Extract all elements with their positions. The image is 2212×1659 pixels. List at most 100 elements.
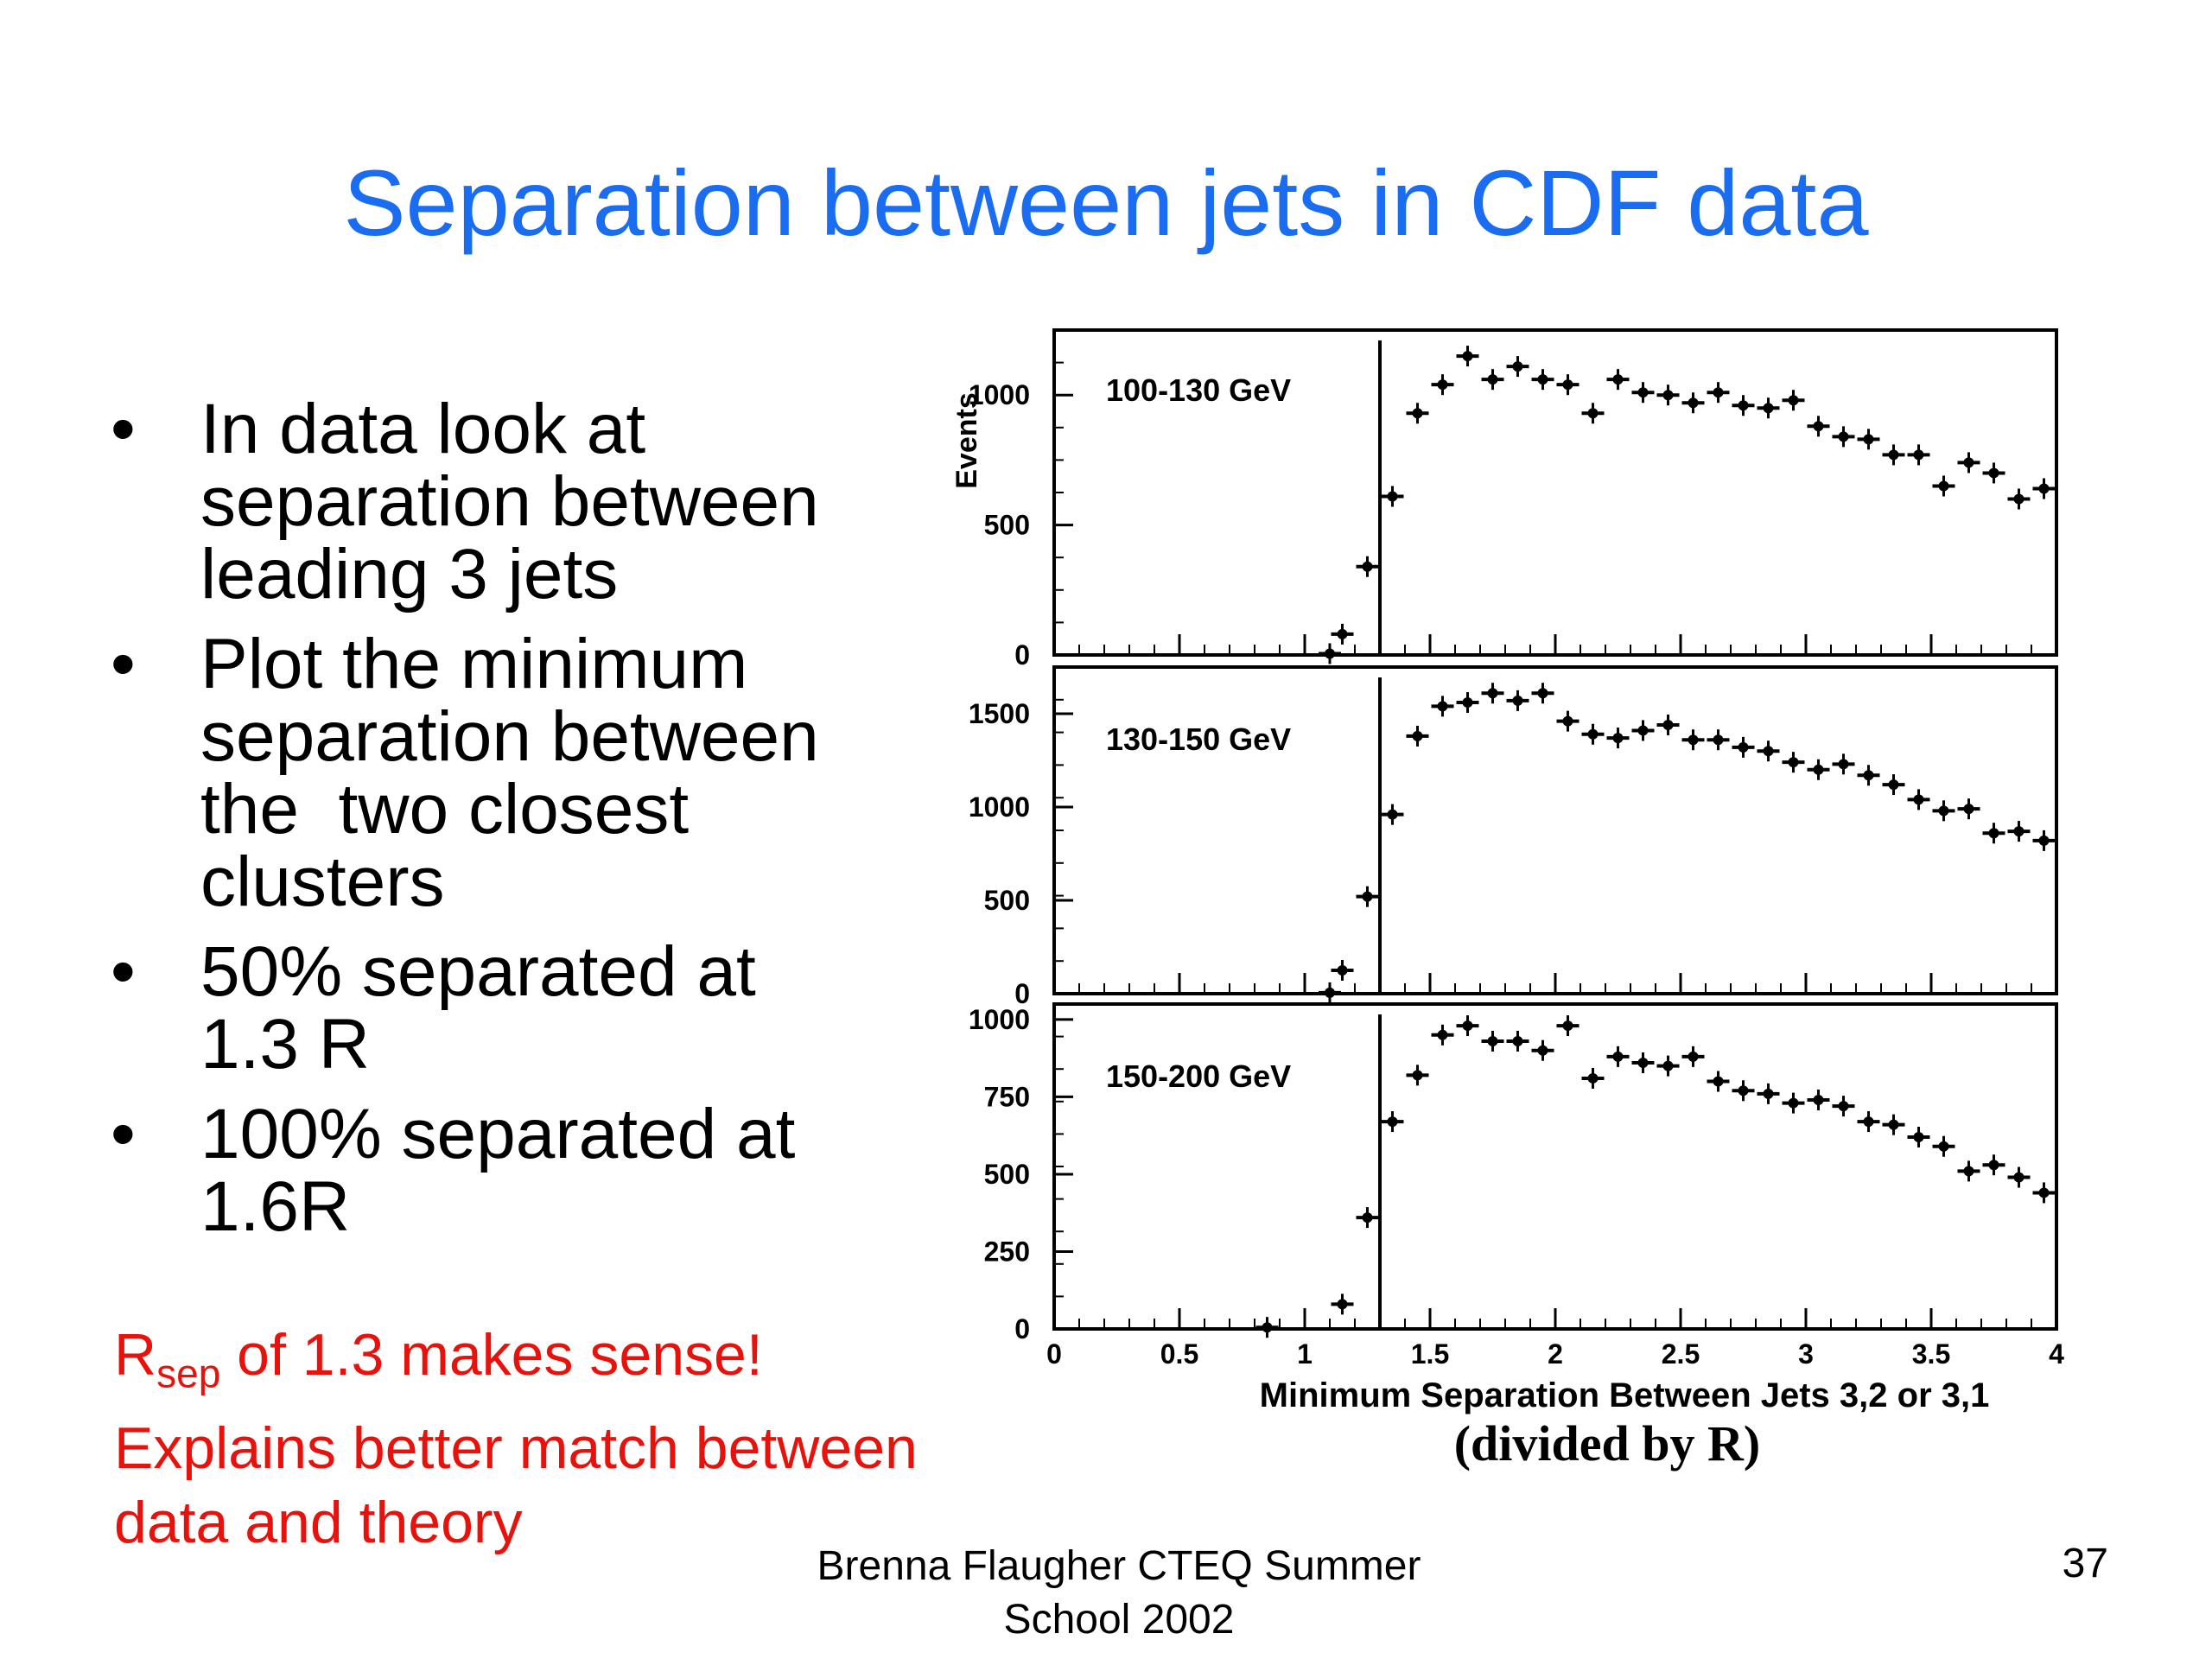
y-tick-label: 500 (984, 510, 1030, 541)
data-point (1757, 397, 1780, 419)
point-marker (1437, 701, 1448, 712)
data-point (1319, 643, 1341, 664)
data-point (1907, 789, 1930, 810)
point-marker (1587, 728, 1599, 740)
point-marker (1788, 757, 1799, 768)
point-marker (1512, 1035, 1523, 1046)
data-point (1807, 416, 1830, 437)
data-point (2007, 1166, 2031, 1188)
point-marker (1337, 1299, 1348, 1310)
point-marker (1362, 891, 1373, 902)
point-marker (1913, 1131, 1924, 1142)
data-point (1556, 710, 1580, 732)
x-axis-label: Minimum Separation Between Jets 3,2 or 3… (1260, 1376, 1990, 1414)
point-marker (1637, 725, 1649, 736)
r-subscript: sep (156, 1351, 221, 1396)
point-marker (1487, 374, 1498, 385)
point-marker (1938, 480, 1949, 492)
point-marker (1938, 805, 1949, 817)
point-marker (1963, 457, 1974, 468)
point-marker (1763, 403, 1774, 414)
point-marker (1537, 688, 1548, 699)
data-point (1506, 1030, 1529, 1052)
data-point (1606, 1046, 1630, 1067)
point-marker (1637, 387, 1649, 398)
data-point (1506, 690, 1529, 711)
x-tick-label: 2 (1548, 1338, 1563, 1370)
data-point (1606, 369, 1630, 391)
point-marker (1462, 351, 1473, 362)
point-marker (1788, 395, 1799, 406)
bullet-item: • 100% separated at 1.6R (111, 1098, 906, 1243)
data-point (1681, 1046, 1705, 1067)
point-marker (1963, 804, 1974, 815)
point-marker (1437, 1029, 1448, 1040)
data-point (1707, 1071, 1730, 1092)
point-marker (1863, 434, 1874, 445)
data-point (1631, 1052, 1655, 1074)
point-marker (1913, 449, 1924, 461)
data-point (1882, 1114, 1905, 1135)
y-tick-label: 0 (1014, 1313, 1030, 1344)
note-line: data and theory (114, 1489, 523, 1555)
bullet-line: 100% separated at (200, 1095, 796, 1173)
note-line: Rsep of 1.3 makes sense! (114, 1318, 918, 1411)
point-marker (2013, 826, 2024, 837)
point-marker (1387, 491, 1398, 502)
data-point (1381, 486, 1404, 507)
y-tick-label: 750 (984, 1081, 1030, 1112)
point-marker (1838, 1101, 1849, 1112)
point-marker (1462, 1020, 1473, 1032)
data-point (1556, 1015, 1580, 1037)
point-marker (1713, 734, 1724, 746)
data-point (2007, 821, 2031, 842)
y-tick-label: 1000 (969, 379, 1030, 410)
data-point (2032, 830, 2056, 851)
bullet-dot-icon: • (111, 1095, 136, 1173)
data-point (1757, 741, 1780, 762)
point-marker (1738, 741, 1749, 753)
data-point (1832, 753, 1855, 775)
y-tick-label: 1500 (969, 698, 1030, 729)
point-marker (1387, 1116, 1398, 1128)
y-tick-label: 250 (984, 1236, 1030, 1267)
data-point (1957, 1160, 1980, 1182)
bullet-line: In data look at (200, 390, 646, 468)
data-point (1356, 886, 1379, 907)
y-tick-label: 1000 (969, 791, 1030, 823)
bullet-dot-icon: • (111, 625, 136, 703)
point-marker (1813, 1095, 1824, 1106)
point-marker (1262, 1322, 1273, 1333)
data-point (1255, 1317, 1279, 1338)
data-point (1957, 452, 1980, 474)
data-point (2032, 478, 2056, 499)
point-marker (1562, 379, 1573, 391)
point-marker (2013, 1172, 2024, 1183)
x-tick-label: 0 (1046, 1338, 1062, 1370)
data-point (1882, 774, 1905, 796)
point-marker (1362, 1212, 1373, 1224)
data-point (1456, 1015, 1479, 1037)
data-point (1757, 1083, 1780, 1104)
data-point (1406, 1065, 1429, 1086)
page-number: 37 (2062, 1541, 2108, 1586)
data-point (1782, 752, 1805, 773)
bullet-dot-icon: • (111, 390, 136, 468)
y-tick-label: 500 (984, 885, 1030, 916)
data-point (1857, 429, 1880, 450)
bullet-line: the two closest (200, 770, 690, 849)
chart-panel: 0 500 1000 100-130 GeV (969, 328, 2058, 671)
point-marker (1688, 734, 1699, 746)
x-tick-label: 2.5 (1662, 1338, 1700, 1370)
data-point (1319, 982, 1341, 1003)
data-point (1531, 1039, 1554, 1061)
y-tick-label: 1000 (969, 1004, 1030, 1035)
data-point (1982, 1154, 2005, 1176)
slide-title: Separation between jets in CDF data (343, 150, 1869, 255)
data-point (1431, 696, 1454, 717)
data-point (1707, 382, 1730, 404)
data-point (1656, 1055, 1680, 1077)
data-point (1732, 736, 1755, 758)
point-marker (1487, 688, 1498, 699)
point-marker (1662, 719, 1674, 730)
